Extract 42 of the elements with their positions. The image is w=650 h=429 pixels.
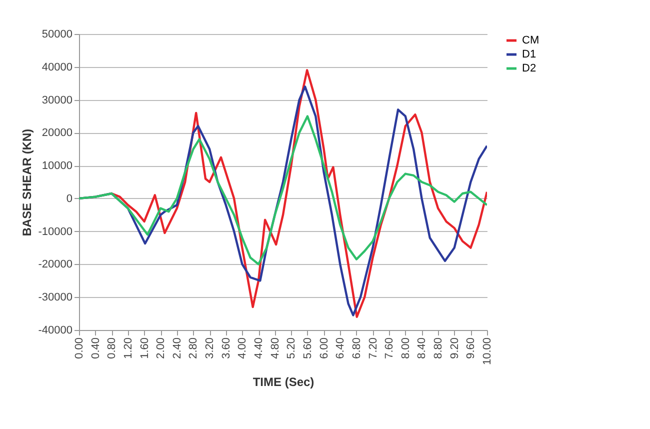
legend-label: D1 xyxy=(522,48,536,60)
x-tick-label: 7.20 xyxy=(367,338,380,359)
y-tick-label: 0 xyxy=(66,192,72,205)
x-tick-label: 9.60 xyxy=(465,338,478,359)
x-tick-label: 0.80 xyxy=(106,338,118,359)
x-tick-label: 3.20 xyxy=(204,338,216,359)
x-tick-label: 8.40 xyxy=(416,338,428,359)
x-tick-label: 3.60 xyxy=(220,338,232,359)
x-tick-label: 5.20 xyxy=(286,338,298,359)
x-tick-label: 7.60 xyxy=(384,338,396,359)
x-tick-label: 8.80 xyxy=(432,338,445,359)
y-tick-label: 30000 xyxy=(42,94,72,106)
y-tick-label: -30000 xyxy=(38,292,72,304)
y-tick-label: 20000 xyxy=(42,127,72,140)
legend-label: CM xyxy=(522,34,540,46)
x-tick-label: 2.40 xyxy=(171,338,184,359)
legend-label: D2 xyxy=(522,62,536,74)
y-tick-label: 10000 xyxy=(42,160,72,172)
y-tick-label: -20000 xyxy=(38,258,72,271)
x-tick-label: 6.00 xyxy=(318,338,330,359)
x-tick-label: 1.20 xyxy=(122,338,134,359)
x-tick-label: 4.80 xyxy=(269,338,282,359)
x-tick-label: 4.00 xyxy=(236,338,249,359)
x-tick-label: 6.80 xyxy=(350,338,363,359)
x-tick-label: 9.20 xyxy=(448,338,461,359)
x-tick-label: 2.80 xyxy=(188,338,200,359)
line-series xyxy=(79,115,487,266)
x-tick-label: 0.40 xyxy=(90,338,102,359)
x-tick-label: 8.00 xyxy=(400,338,412,359)
y-tick-label: -40000 xyxy=(38,324,72,336)
x-tick-label: 6.40 xyxy=(334,338,347,359)
y-tick-label: -10000 xyxy=(38,226,72,238)
y-tick-label: 50000 xyxy=(42,28,72,40)
x-tick-label: 1.60 xyxy=(138,338,151,359)
x-axis-title: TIME (Sec) xyxy=(252,375,314,390)
x-tick-label: 2.00 xyxy=(155,338,168,359)
x-tick-label: 4.40 xyxy=(253,338,266,359)
x-tick-label: 5.60 xyxy=(302,338,314,359)
x-tick-label: 0.00 xyxy=(74,338,86,359)
y-tick-label: 40000 xyxy=(42,61,72,74)
x-tick-label: 10.00 xyxy=(482,338,494,366)
y-axis-title: BASE SHEAR (KN) xyxy=(20,128,34,236)
